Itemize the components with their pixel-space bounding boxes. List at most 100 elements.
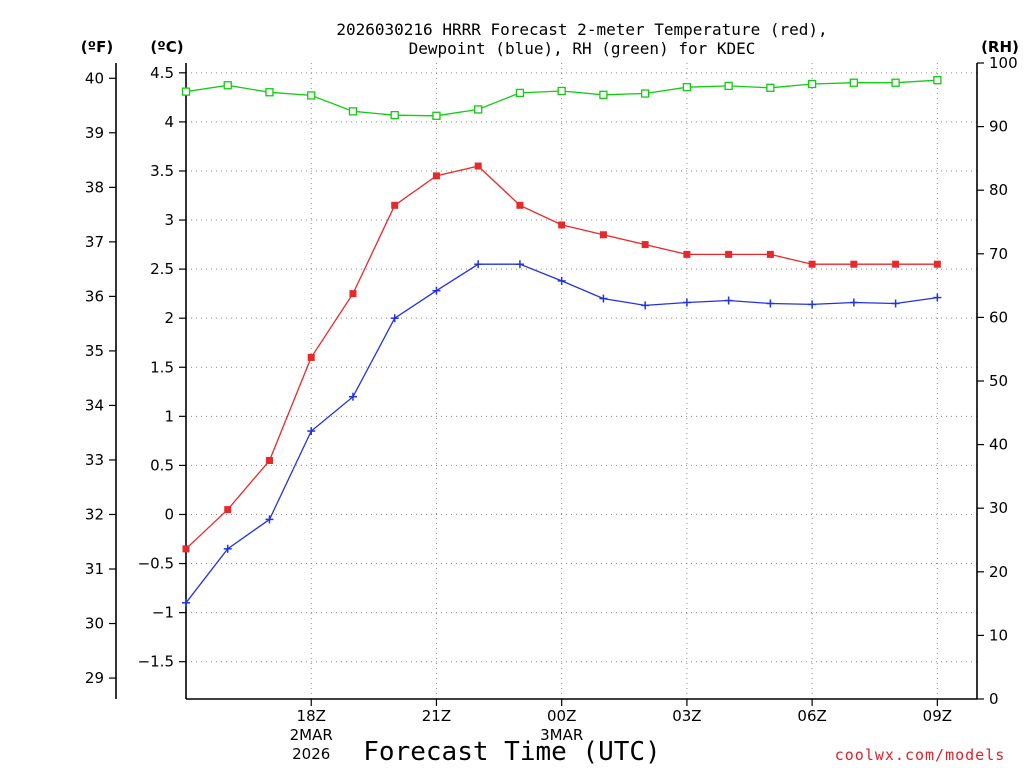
temperature-point bbox=[850, 260, 858, 268]
x-tick-label: 21Z bbox=[422, 707, 451, 725]
temperature-point bbox=[224, 506, 232, 514]
rh-point bbox=[307, 91, 316, 100]
fahrenheit-tick-label: 34 bbox=[85, 396, 104, 414]
grid-lines bbox=[186, 63, 977, 699]
rh-tick-label: 90 bbox=[989, 118, 1008, 136]
dewpoint-point bbox=[849, 298, 858, 307]
celsius-tick-label: 1 bbox=[164, 407, 174, 425]
rh-point bbox=[557, 86, 566, 96]
x-axis-title: Forecast Time (UTC) bbox=[363, 737, 660, 767]
rh-tick-label: 100 bbox=[989, 54, 1018, 72]
fahrenheit-tick-label: 33 bbox=[85, 451, 104, 469]
rh-point bbox=[390, 111, 399, 120]
x-tick-year-label: 2026 bbox=[292, 745, 330, 763]
rh-point bbox=[849, 78, 859, 87]
rh-point bbox=[181, 87, 191, 96]
rh-series bbox=[181, 76, 942, 120]
celsius-tick-label: 4 bbox=[164, 113, 174, 131]
x-tick-label: 00Z bbox=[547, 707, 576, 725]
dewpoint-point bbox=[724, 296, 733, 305]
temperature-point bbox=[683, 250, 691, 258]
dewpoint-point bbox=[933, 293, 942, 302]
dewpoint-point bbox=[348, 392, 357, 401]
temperature-point bbox=[933, 260, 941, 268]
celsius-unit-label: (ºC) bbox=[150, 38, 183, 56]
rh-point bbox=[432, 111, 441, 120]
rh-tick-label: 70 bbox=[989, 245, 1008, 263]
celsius-tick-label: 0.5 bbox=[150, 456, 174, 474]
celsius-tick-label: 3.5 bbox=[150, 162, 174, 180]
temperature-point bbox=[474, 162, 482, 170]
temperature-point bbox=[349, 290, 357, 298]
rh-point bbox=[682, 83, 692, 92]
rh-tick-label: 10 bbox=[989, 626, 1008, 644]
dewpoint-point bbox=[808, 300, 817, 309]
rh-point bbox=[223, 81, 232, 90]
dewpoint-point bbox=[766, 299, 775, 308]
fahrenheit-tick-label: 37 bbox=[85, 233, 104, 251]
dewpoint-point bbox=[265, 515, 274, 524]
fahrenheit-tick-label: 32 bbox=[85, 505, 104, 523]
temperature-point bbox=[432, 172, 440, 180]
rh-unit-label: (RH) bbox=[981, 38, 1019, 56]
rh-point bbox=[891, 78, 900, 87]
rh-tick-label: 20 bbox=[989, 563, 1008, 581]
x-tick-label: 03Z bbox=[672, 707, 701, 725]
dewpoint-point bbox=[223, 544, 232, 553]
fahrenheit-tick-label: 35 bbox=[85, 342, 104, 360]
fahrenheit-tick-label: 40 bbox=[85, 69, 104, 87]
rh-tick-label: 60 bbox=[989, 308, 1008, 326]
credit-link[interactable]: coolwx.com/models bbox=[835, 746, 1006, 764]
celsius-tick-label: 2 bbox=[164, 309, 174, 327]
x-tick-date-label: 2MAR bbox=[290, 726, 333, 744]
fahrenheit-tick-label: 39 bbox=[85, 124, 104, 142]
fahrenheit-tick-label: 38 bbox=[85, 178, 104, 196]
rh-tick-label: 30 bbox=[989, 499, 1008, 517]
temperature-point bbox=[391, 201, 399, 209]
rh-tick-label: 40 bbox=[989, 436, 1008, 454]
temperature-point bbox=[641, 241, 649, 249]
rh-point bbox=[641, 89, 650, 98]
rh-point bbox=[515, 88, 525, 98]
chart-title-line2: Dewpoint (blue), RH (green) for KDEC bbox=[409, 39, 756, 58]
dewpoint-point bbox=[474, 260, 483, 269]
celsius-tick-label: −1 bbox=[152, 604, 174, 622]
temperature-point bbox=[599, 231, 607, 239]
temperature-point bbox=[808, 260, 816, 268]
fahrenheit-tick-label: 30 bbox=[85, 615, 104, 633]
dewpoint-point bbox=[307, 427, 316, 436]
rh-point bbox=[724, 81, 733, 91]
dewpoint-point bbox=[599, 294, 608, 303]
celsius-tick-label: 4.5 bbox=[150, 64, 174, 82]
x-tick-label: 06Z bbox=[797, 707, 826, 725]
rh-point bbox=[766, 83, 775, 92]
rh-tick-label: 80 bbox=[989, 181, 1008, 199]
celsius-tick-label: 1.5 bbox=[150, 358, 174, 376]
temperature-point bbox=[307, 353, 315, 361]
dewpoint-series bbox=[182, 260, 942, 607]
celsius-tick-label: −1.5 bbox=[138, 653, 174, 671]
temperature-point bbox=[182, 545, 190, 553]
temperature-point bbox=[725, 250, 733, 258]
dewpoint-point bbox=[891, 299, 900, 308]
chart-title-line1: 2026030216 HRRR Forecast 2-meter Tempera… bbox=[336, 20, 827, 39]
temperature-point bbox=[892, 260, 900, 268]
dewpoint-point bbox=[557, 276, 566, 285]
rh-point bbox=[807, 79, 817, 89]
celsius-tick-label: 2.5 bbox=[150, 260, 174, 278]
temperature-point bbox=[558, 221, 566, 229]
rh-tick-label: 50 bbox=[989, 372, 1008, 390]
celsius-tick-label: −0.5 bbox=[138, 555, 174, 573]
temperature-point bbox=[265, 457, 273, 464]
rh-point bbox=[599, 90, 608, 99]
dewpoint-point bbox=[641, 301, 650, 310]
dewpoint-point bbox=[515, 260, 524, 269]
rh-point bbox=[348, 107, 358, 116]
data-series bbox=[181, 76, 942, 607]
rh-point bbox=[474, 105, 483, 114]
fahrenheit-tick-label: 31 bbox=[85, 560, 104, 578]
rh-point bbox=[265, 88, 274, 97]
x-tick-date-label: 3MAR bbox=[540, 726, 583, 744]
